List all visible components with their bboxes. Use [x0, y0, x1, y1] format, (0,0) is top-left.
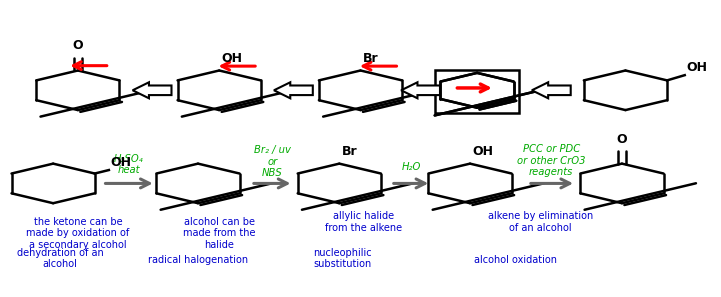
Text: alkene by elimination
of an alcohol: alkene by elimination of an alcohol	[488, 211, 593, 233]
Polygon shape	[532, 82, 571, 98]
Text: dehydration of an
alcohol: dehydration of an alcohol	[17, 248, 104, 269]
Text: alcohol oxidation: alcohol oxidation	[474, 255, 557, 265]
Text: the ketone can be
made by oxidation of
a secondary alcohol: the ketone can be made by oxidation of a…	[26, 217, 130, 250]
Polygon shape	[133, 82, 172, 98]
Text: OH: OH	[110, 156, 131, 169]
Text: OH: OH	[472, 145, 493, 158]
FancyBboxPatch shape	[435, 70, 519, 113]
Text: OH: OH	[687, 61, 708, 74]
Text: radical halogenation: radical halogenation	[148, 255, 248, 265]
Text: O: O	[73, 40, 83, 52]
Polygon shape	[274, 82, 313, 98]
Text: PCC or PDC
or other CrO3
reagents: PCC or PDC or other CrO3 reagents	[517, 144, 585, 177]
Text: Br₂ / uv
or
NBS: Br₂ / uv or NBS	[254, 145, 291, 178]
Text: O: O	[616, 132, 627, 146]
Polygon shape	[401, 82, 440, 98]
Text: Br: Br	[342, 145, 357, 158]
Text: Br: Br	[363, 52, 379, 65]
Text: allylic halide
from the alkene: allylic halide from the alkene	[325, 211, 402, 233]
Text: H₂SO₄
heat: H₂SO₄ heat	[114, 154, 143, 175]
Text: alcohol can be
made from the
halide: alcohol can be made from the halide	[183, 217, 255, 250]
Text: OH: OH	[221, 52, 242, 65]
Text: nucleophilic
substitution: nucleophilic substitution	[314, 248, 372, 269]
Text: H₂O: H₂O	[402, 162, 421, 173]
